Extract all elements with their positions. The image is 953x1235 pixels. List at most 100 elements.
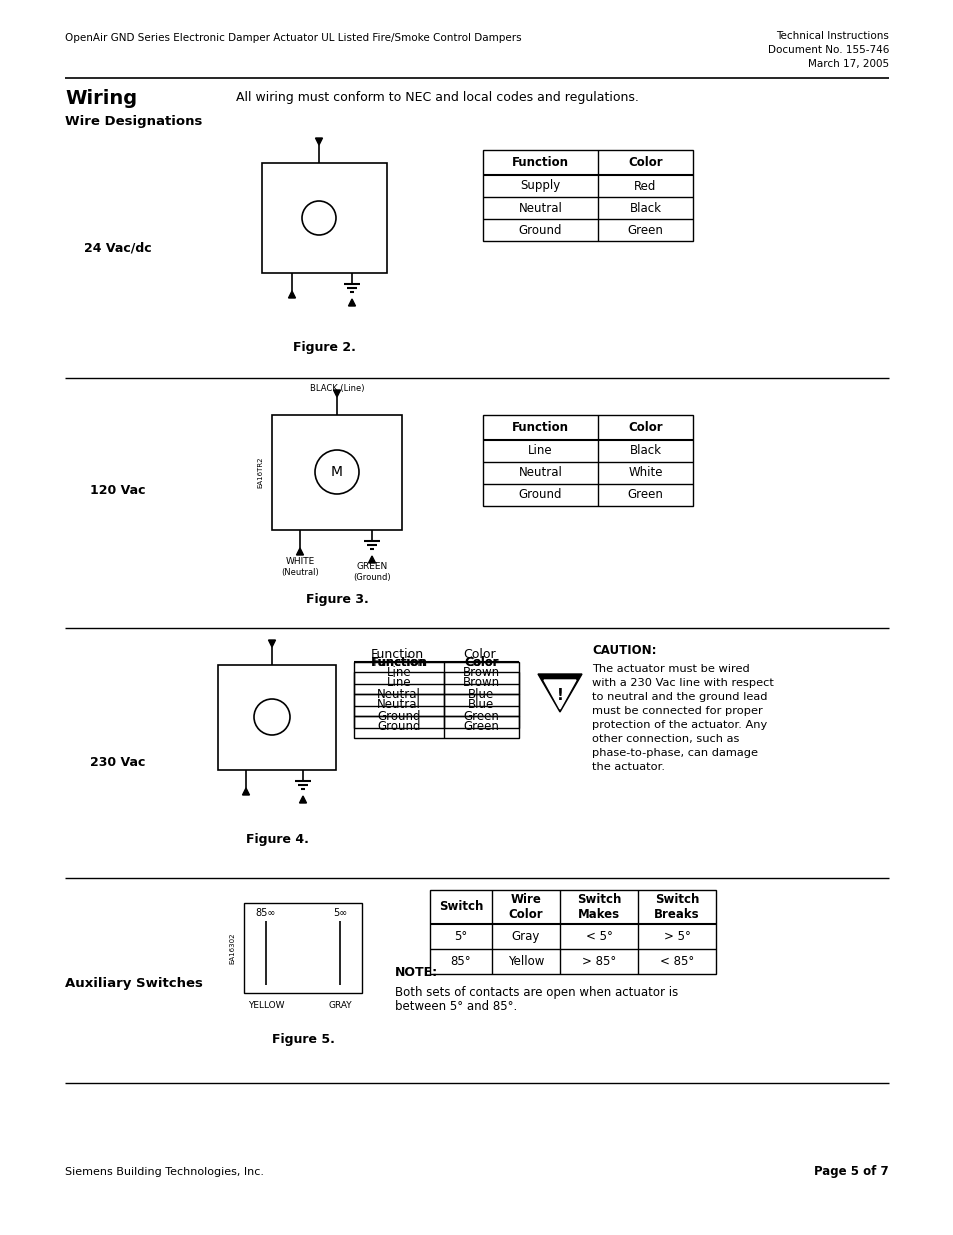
Polygon shape bbox=[348, 299, 355, 306]
Text: protection of the actuator. Any: protection of the actuator. Any bbox=[592, 720, 766, 730]
Bar bbox=[482, 149, 692, 241]
Text: Figure 3.: Figure 3. bbox=[305, 594, 368, 606]
Text: Green: Green bbox=[463, 710, 499, 724]
Text: WHITE: WHITE bbox=[285, 557, 314, 566]
Text: The actuator must be wired: The actuator must be wired bbox=[592, 664, 749, 674]
Text: 5°: 5° bbox=[454, 930, 467, 944]
Text: Red: Red bbox=[634, 179, 656, 193]
Polygon shape bbox=[315, 138, 322, 144]
Text: 24 Vac/dc: 24 Vac/dc bbox=[84, 242, 152, 254]
Text: other connection, such as: other connection, such as bbox=[592, 734, 739, 743]
Text: Color: Color bbox=[465, 656, 497, 668]
Bar bbox=[354, 716, 518, 739]
Text: Function: Function bbox=[372, 656, 425, 668]
Text: Switch
Breaks: Switch Breaks bbox=[654, 893, 700, 921]
Bar bbox=[354, 694, 518, 716]
Text: < 85°: < 85° bbox=[659, 955, 694, 968]
Text: Switch: Switch bbox=[438, 900, 482, 914]
Text: Color: Color bbox=[464, 656, 498, 668]
Text: Document No. 155-746: Document No. 155-746 bbox=[767, 44, 888, 56]
Text: Green: Green bbox=[627, 489, 662, 501]
Bar bbox=[482, 415, 692, 506]
Text: Wire
Color: Wire Color bbox=[508, 893, 543, 921]
Text: Ground: Ground bbox=[376, 720, 420, 734]
Text: Wiring: Wiring bbox=[65, 89, 137, 107]
Text: YELLOW: YELLOW bbox=[248, 1002, 284, 1010]
Text: Figure 2.: Figure 2. bbox=[293, 342, 355, 354]
Text: M: M bbox=[331, 466, 343, 479]
Text: Green: Green bbox=[627, 224, 662, 236]
Bar bbox=[262, 163, 387, 273]
Text: (Neutral): (Neutral) bbox=[281, 568, 318, 577]
Text: Neutral: Neutral bbox=[518, 467, 562, 479]
Text: GRAY: GRAY bbox=[328, 1002, 352, 1010]
Text: EA16302: EA16302 bbox=[229, 932, 234, 963]
Text: Yellow: Yellow bbox=[507, 955, 543, 968]
Text: Both sets of contacts are open when actuator is: Both sets of contacts are open when actu… bbox=[395, 986, 678, 999]
Text: 85∞: 85∞ bbox=[255, 908, 276, 918]
Text: Color: Color bbox=[463, 647, 496, 661]
Text: < 5°: < 5° bbox=[585, 930, 612, 944]
Bar bbox=[272, 415, 401, 530]
Text: Page 5 of 7: Page 5 of 7 bbox=[814, 1166, 888, 1178]
Text: OpenAir GND Series Electronic Damper Actuator UL Listed Fire/Smoke Control Dampe: OpenAir GND Series Electronic Damper Act… bbox=[65, 33, 521, 43]
Text: Supply: Supply bbox=[519, 179, 560, 193]
Text: Line: Line bbox=[386, 667, 411, 679]
Text: Switch
Makes: Switch Makes bbox=[577, 893, 620, 921]
Text: Auxiliary Switches: Auxiliary Switches bbox=[65, 977, 203, 989]
Text: phase-to-phase, can damage: phase-to-phase, can damage bbox=[592, 748, 758, 758]
Polygon shape bbox=[334, 390, 340, 396]
Text: Black: Black bbox=[629, 445, 660, 457]
Text: Wire Designations: Wire Designations bbox=[65, 116, 202, 128]
Text: EA16TR2: EA16TR2 bbox=[256, 457, 263, 488]
Text: All wiring must conform to NEC and local codes and regulations.: All wiring must conform to NEC and local… bbox=[235, 91, 639, 105]
Polygon shape bbox=[296, 548, 303, 555]
Polygon shape bbox=[368, 556, 375, 563]
Text: Line: Line bbox=[386, 677, 411, 689]
Text: Green: Green bbox=[463, 720, 499, 734]
Text: Function: Function bbox=[512, 421, 568, 433]
Text: Blue: Blue bbox=[468, 688, 494, 701]
Text: Color: Color bbox=[627, 421, 662, 433]
Text: Brown: Brown bbox=[462, 667, 499, 679]
Text: Ground: Ground bbox=[376, 710, 420, 724]
Text: Function: Function bbox=[370, 647, 423, 661]
Text: Function: Function bbox=[512, 156, 568, 169]
Text: Color: Color bbox=[627, 156, 662, 169]
Text: 85°: 85° bbox=[450, 955, 471, 968]
Text: Ground: Ground bbox=[518, 489, 561, 501]
Text: Technical Instructions: Technical Instructions bbox=[776, 31, 888, 41]
Bar bbox=[244, 903, 361, 993]
Text: !: ! bbox=[556, 688, 563, 703]
Text: Ground: Ground bbox=[518, 224, 561, 236]
Text: to neutral and the ground lead: to neutral and the ground lead bbox=[592, 692, 767, 701]
Text: CAUTION:: CAUTION: bbox=[592, 643, 656, 657]
Bar bbox=[430, 890, 716, 974]
Bar bbox=[354, 662, 518, 727]
Text: Neutral: Neutral bbox=[376, 688, 420, 701]
Polygon shape bbox=[288, 291, 295, 298]
Text: Line: Line bbox=[528, 445, 552, 457]
Text: > 5°: > 5° bbox=[663, 930, 690, 944]
Text: 120 Vac: 120 Vac bbox=[91, 483, 146, 496]
Text: must be connected for proper: must be connected for proper bbox=[592, 706, 762, 716]
Text: GREEN: GREEN bbox=[356, 562, 387, 571]
Text: White: White bbox=[628, 467, 662, 479]
Text: NOTE:: NOTE: bbox=[395, 966, 437, 978]
Text: 5∞: 5∞ bbox=[333, 908, 347, 918]
Text: > 85°: > 85° bbox=[581, 955, 616, 968]
Text: BLACK (Line): BLACK (Line) bbox=[310, 384, 364, 394]
Polygon shape bbox=[299, 797, 306, 803]
Text: Siemens Building Technologies, Inc.: Siemens Building Technologies, Inc. bbox=[65, 1167, 264, 1177]
Text: Gray: Gray bbox=[511, 930, 539, 944]
Text: between 5° and 85°.: between 5° and 85°. bbox=[395, 1000, 517, 1013]
Bar bbox=[218, 664, 335, 769]
Text: Figure 5.: Figure 5. bbox=[272, 1034, 335, 1046]
Text: Neutral: Neutral bbox=[518, 201, 562, 215]
Polygon shape bbox=[537, 674, 581, 713]
Text: the actuator.: the actuator. bbox=[592, 762, 664, 772]
Polygon shape bbox=[268, 640, 275, 647]
Text: Neutral: Neutral bbox=[376, 699, 420, 711]
Text: March 17, 2005: March 17, 2005 bbox=[807, 59, 888, 69]
Text: (Ground): (Ground) bbox=[353, 573, 391, 582]
